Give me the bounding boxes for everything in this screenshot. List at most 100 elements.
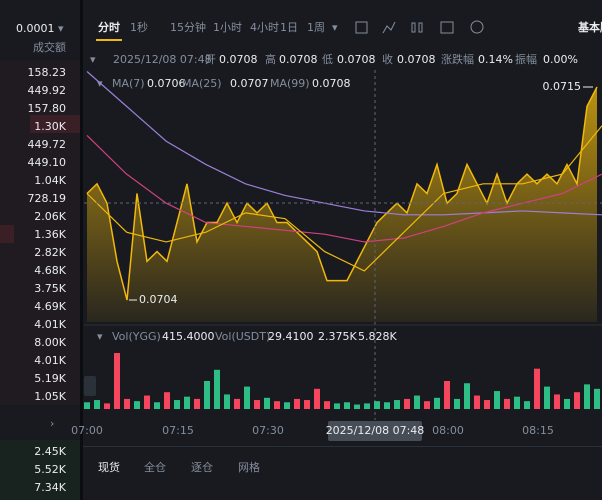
volume-label: Vol(YGG): [112, 330, 161, 343]
dropdown-arrow[interactable]: ▾: [332, 21, 338, 34]
trade-amount: 1.30K: [34, 120, 66, 133]
volume-bar: [164, 392, 170, 409]
volume-bar: [514, 396, 520, 409]
volume-bar: [134, 401, 140, 409]
volume-bar: [544, 386, 550, 409]
volume-bar: [434, 397, 440, 409]
ohlc-label: 开: [205, 53, 216, 66]
dropdown-arrow[interactable]: ▾: [58, 22, 64, 35]
column-header: 成交额: [33, 40, 66, 54]
trade-amount: 5.19K: [34, 372, 66, 385]
ma-label: MA(25): [182, 77, 222, 90]
interval-tab[interactable]: 1日: [280, 21, 298, 34]
icon[interactable]: [411, 22, 416, 33]
bid-area: [0, 440, 80, 500]
ohlc-value: 0.0708: [337, 53, 376, 66]
interval-tab[interactable]: 1小时: [213, 21, 242, 34]
divider: [83, 446, 602, 447]
interval-tab[interactable]: 4小时: [250, 21, 279, 34]
trade-amount: 2.82K: [34, 246, 66, 259]
volume-bar: [314, 388, 320, 409]
trade-amount: 449.10: [28, 156, 67, 169]
icon[interactable]: [355, 21, 368, 34]
volume-bar: [204, 381, 210, 409]
interval-tab[interactable]: 15分钟: [170, 20, 206, 34]
tab-underline: [96, 39, 122, 41]
trade-amount: 449.72: [28, 138, 67, 151]
trade-amount: 728.19: [28, 192, 67, 205]
ma99-line: [86, 71, 602, 216]
depth-bar: [30, 115, 80, 133]
volume-bar: [254, 400, 260, 409]
ohlc-label: 高: [265, 52, 276, 66]
order-tab[interactable]: 全仓: [144, 460, 166, 474]
ma-label: MA(99): [270, 77, 310, 90]
volume-bar: [404, 398, 410, 409]
volume-bar: [394, 400, 400, 409]
trade-amount: 4.69K: [34, 300, 66, 313]
icon[interactable]: [418, 22, 423, 33]
volume-bar: [424, 401, 430, 409]
toolbar-icons[interactable]: [355, 20, 484, 34]
volume-bar: [534, 368, 540, 409]
trade-amount: 158.23: [28, 66, 67, 79]
volume-bar: [264, 397, 270, 409]
ohlc-value: 0.14%: [478, 53, 513, 66]
icon[interactable]: [382, 21, 396, 34]
volume-bar: [594, 388, 600, 409]
volume-bar: [374, 401, 380, 409]
volume-ma-value: 5.828K: [358, 330, 397, 343]
volume-bar: [444, 381, 450, 409]
ohlc-label: 振幅: [515, 52, 537, 66]
trade-amount: 2.06K: [34, 210, 66, 223]
arrow[interactable]: ›: [50, 417, 54, 430]
volume-bar: [234, 398, 240, 409]
ma7-line: [86, 125, 602, 272]
trade-amount: 1.36K: [34, 228, 66, 241]
order-tab[interactable]: 现货: [98, 460, 120, 474]
volume-bar: [414, 395, 420, 409]
volume-bar: [154, 402, 160, 409]
ma25-line: [86, 134, 602, 243]
icon[interactable]: [440, 21, 454, 34]
ma-value: 0.0707: [230, 77, 269, 90]
volume-bar: [364, 403, 370, 409]
mode-toggle[interactable]: 基本版: [577, 20, 602, 34]
order-tab[interactable]: 逐仓: [191, 460, 213, 474]
volume-bar: [114, 353, 120, 409]
collapse-arrow[interactable]: ▾: [97, 330, 103, 343]
ma-label: MA(7): [112, 77, 145, 90]
volume-bar: [354, 404, 360, 409]
interval-tab[interactable]: 1周: [307, 21, 325, 34]
icon[interactable]: [470, 20, 484, 34]
interval-tab[interactable]: 分时: [98, 20, 120, 34]
volume-bar: [484, 400, 490, 409]
volume-bar: [524, 401, 530, 409]
order-tab[interactable]: 网格: [238, 460, 260, 474]
volume-bar: [494, 391, 500, 409]
scroll-handle[interactable]: [84, 376, 96, 396]
volume-bar: [224, 394, 230, 409]
trade-amount: 4.01K: [34, 354, 66, 367]
volume-bar: [504, 398, 510, 409]
trade-amount: 8.00K: [34, 336, 66, 349]
ma-value: 0.0706: [147, 77, 186, 90]
ohlc-label: 收: [382, 52, 393, 66]
volume-bar: [454, 398, 460, 409]
volume-bar: [124, 398, 130, 409]
trade-amount: 4.01K: [34, 318, 66, 331]
trade-amount: 1.04K: [34, 174, 66, 187]
tick-size[interactable]: 0.0001: [16, 22, 55, 35]
trade-amount: 4.68K: [34, 264, 66, 277]
ohlc-value: 0.0708: [279, 53, 318, 66]
trade-amount: 3.75K: [34, 282, 66, 295]
time-label: 08:15: [522, 424, 554, 437]
time-label: 07:15: [162, 424, 194, 437]
volume-bar: [94, 400, 100, 409]
collapse-arrow[interactable]: ▾: [90, 53, 96, 66]
trade-amount: 449.92: [28, 84, 67, 97]
interval-tab[interactable]: 1秒: [130, 20, 148, 34]
ohlc-value: 0.0708: [397, 53, 436, 66]
ohlc-label: 涨跌幅: [441, 52, 474, 66]
